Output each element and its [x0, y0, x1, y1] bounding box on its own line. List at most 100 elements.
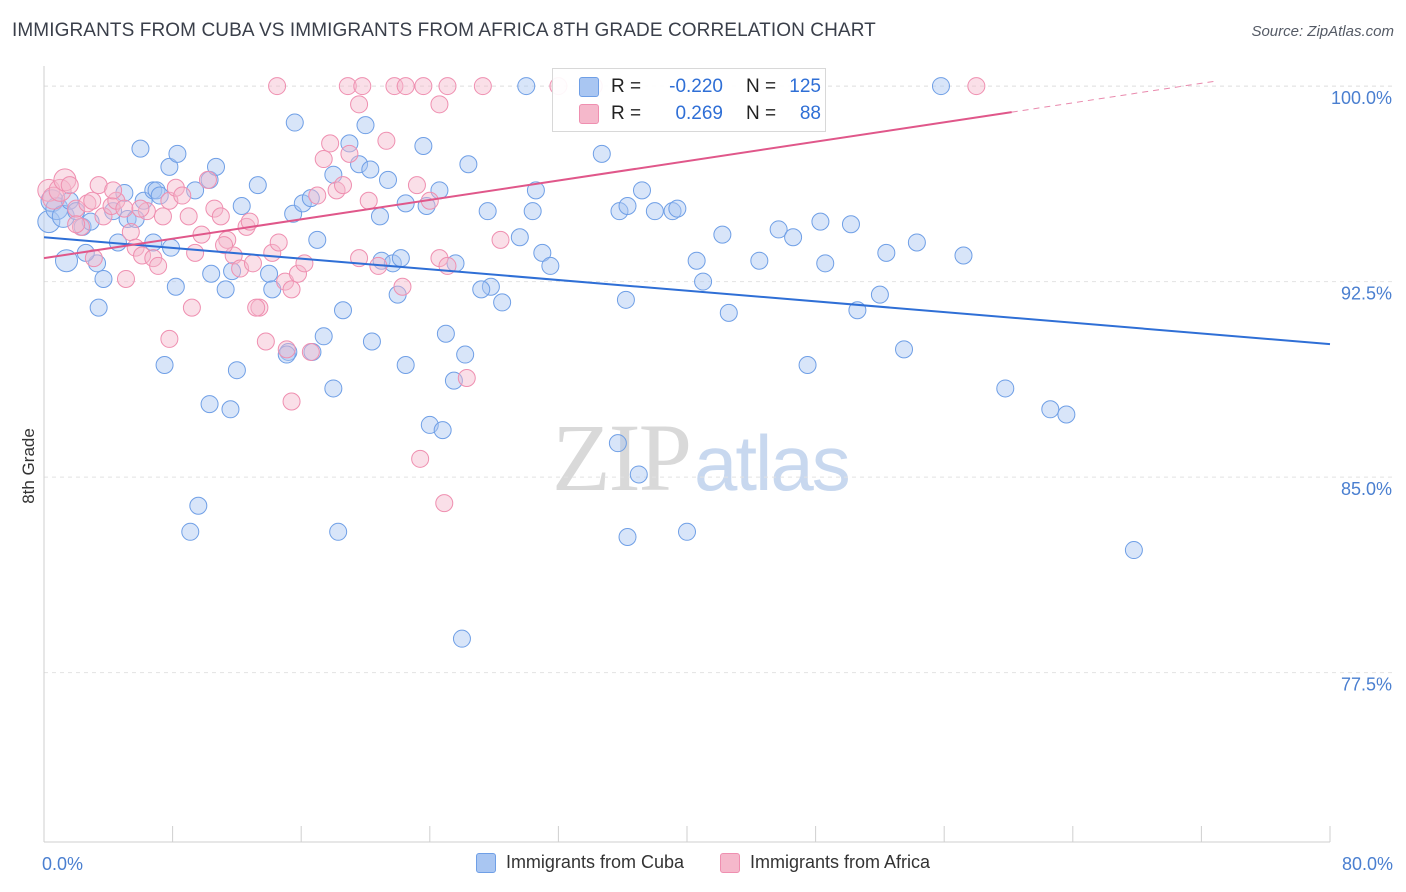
point-africa — [67, 199, 86, 218]
stats-swatch-africa — [579, 104, 599, 124]
point-cuba — [784, 228, 803, 247]
point-cuba — [361, 160, 380, 179]
point-cuba — [687, 251, 706, 270]
trend-line-cuba — [43, 236, 1331, 346]
y-tick-label: 77.5% — [1341, 675, 1392, 695]
watermark-zip: ZIP — [552, 404, 692, 511]
point-cuba — [362, 332, 381, 351]
point-cuba — [260, 264, 279, 283]
point-africa — [256, 332, 275, 351]
gridlines — [44, 85, 1392, 674]
point-africa — [435, 494, 454, 513]
axes — [43, 66, 1331, 843]
point-cuba — [227, 361, 246, 380]
point-cuba — [472, 280, 491, 299]
point-cuba — [798, 355, 817, 374]
stats-n-value-africa: 88 — [799, 103, 821, 124]
point-africa — [393, 277, 412, 296]
stats-r-label: R = — [611, 103, 642, 124]
stats-r-value-cuba: -0.220 — [669, 76, 723, 97]
point-africa — [247, 298, 266, 317]
stats-row-africa: R = 0.269 N = 88 — [553, 100, 821, 128]
point-cuba — [523, 202, 542, 221]
point-cuba — [841, 215, 860, 234]
point-cuba — [493, 293, 512, 312]
point-cuba — [189, 496, 208, 515]
point-cuba — [340, 134, 359, 153]
point-cuba — [459, 155, 478, 174]
watermark-atlas: atlas — [694, 419, 851, 507]
point-cuba — [166, 277, 185, 296]
point-cuba — [533, 243, 552, 262]
point-cuba — [478, 202, 497, 221]
point-cuba — [1057, 405, 1076, 424]
chart-title: IMMIGRANTS FROM CUBA VS IMMIGRANTS FROM … — [12, 20, 876, 41]
point-africa — [321, 134, 340, 153]
point-africa — [121, 223, 140, 242]
point-africa — [60, 176, 79, 195]
legend-item-africa[interactable]: Immigrants from Africa — [720, 852, 930, 873]
point-africa — [301, 342, 320, 361]
point-africa — [268, 77, 287, 96]
point-africa — [491, 230, 510, 249]
point-africa — [211, 207, 230, 226]
point-africa — [377, 131, 396, 150]
point-cuba — [379, 170, 398, 189]
series-africa-points — [37, 77, 986, 513]
point-cuba — [216, 280, 235, 299]
point-africa — [414, 77, 433, 96]
point-cuba — [147, 181, 166, 200]
chart-legend: Immigrants from Cuba Immigrants from Afr… — [0, 852, 1406, 873]
point-africa — [115, 199, 134, 218]
point-africa — [186, 243, 205, 262]
point-cuba — [719, 303, 738, 322]
point-africa — [182, 298, 201, 317]
point-cuba — [94, 269, 113, 288]
point-cuba — [436, 324, 455, 343]
point-cuba — [816, 254, 835, 273]
point-africa — [78, 194, 97, 213]
point-cuba — [370, 207, 389, 226]
legend-label-cuba: Immigrants from Cuba — [505, 852, 684, 872]
point-cuba — [277, 345, 296, 364]
stats-legend-box: R = -0.220 N = 125 R = 0.269 N = 88 — [552, 68, 826, 132]
point-africa — [179, 207, 198, 226]
point-africa — [396, 77, 415, 96]
point-cuba — [618, 196, 637, 215]
point-africa — [340, 144, 359, 163]
stats-swatch-cuba — [579, 77, 599, 97]
point-cuba — [155, 355, 174, 374]
point-africa — [473, 77, 492, 96]
point-cuba — [221, 400, 240, 419]
point-cuba — [356, 116, 375, 135]
point-africa — [116, 269, 135, 288]
point-cuba — [414, 137, 433, 156]
point-africa — [83, 191, 102, 210]
point-cuba — [308, 230, 327, 249]
point-cuba — [88, 254, 107, 273]
point-cuba — [232, 196, 251, 215]
point-cuba — [433, 421, 452, 440]
point-cuba — [37, 210, 61, 234]
trend-line-africa — [43, 111, 1012, 260]
point-cuba — [632, 181, 651, 200]
point-africa — [149, 256, 168, 275]
legend-item-cuba[interactable]: Immigrants from Cuba — [475, 852, 684, 873]
point-cuba — [181, 522, 200, 541]
point-cuba — [996, 379, 1015, 398]
y-tick-label: 92.5% — [1341, 284, 1392, 304]
point-cuba — [456, 345, 475, 364]
point-africa — [438, 77, 457, 96]
point-cuba — [1041, 400, 1060, 419]
point-africa — [282, 392, 301, 411]
point-cuba — [811, 212, 830, 231]
watermark: ZIPatlas — [552, 402, 851, 513]
point-cuba — [314, 327, 333, 346]
y-tick-label: 85.0% — [1341, 479, 1392, 499]
series-cuba-points — [37, 77, 1143, 648]
point-cuba — [954, 246, 973, 265]
point-cuba — [391, 249, 410, 268]
point-africa — [457, 369, 476, 388]
point-africa — [353, 77, 372, 96]
point-africa — [131, 199, 150, 218]
